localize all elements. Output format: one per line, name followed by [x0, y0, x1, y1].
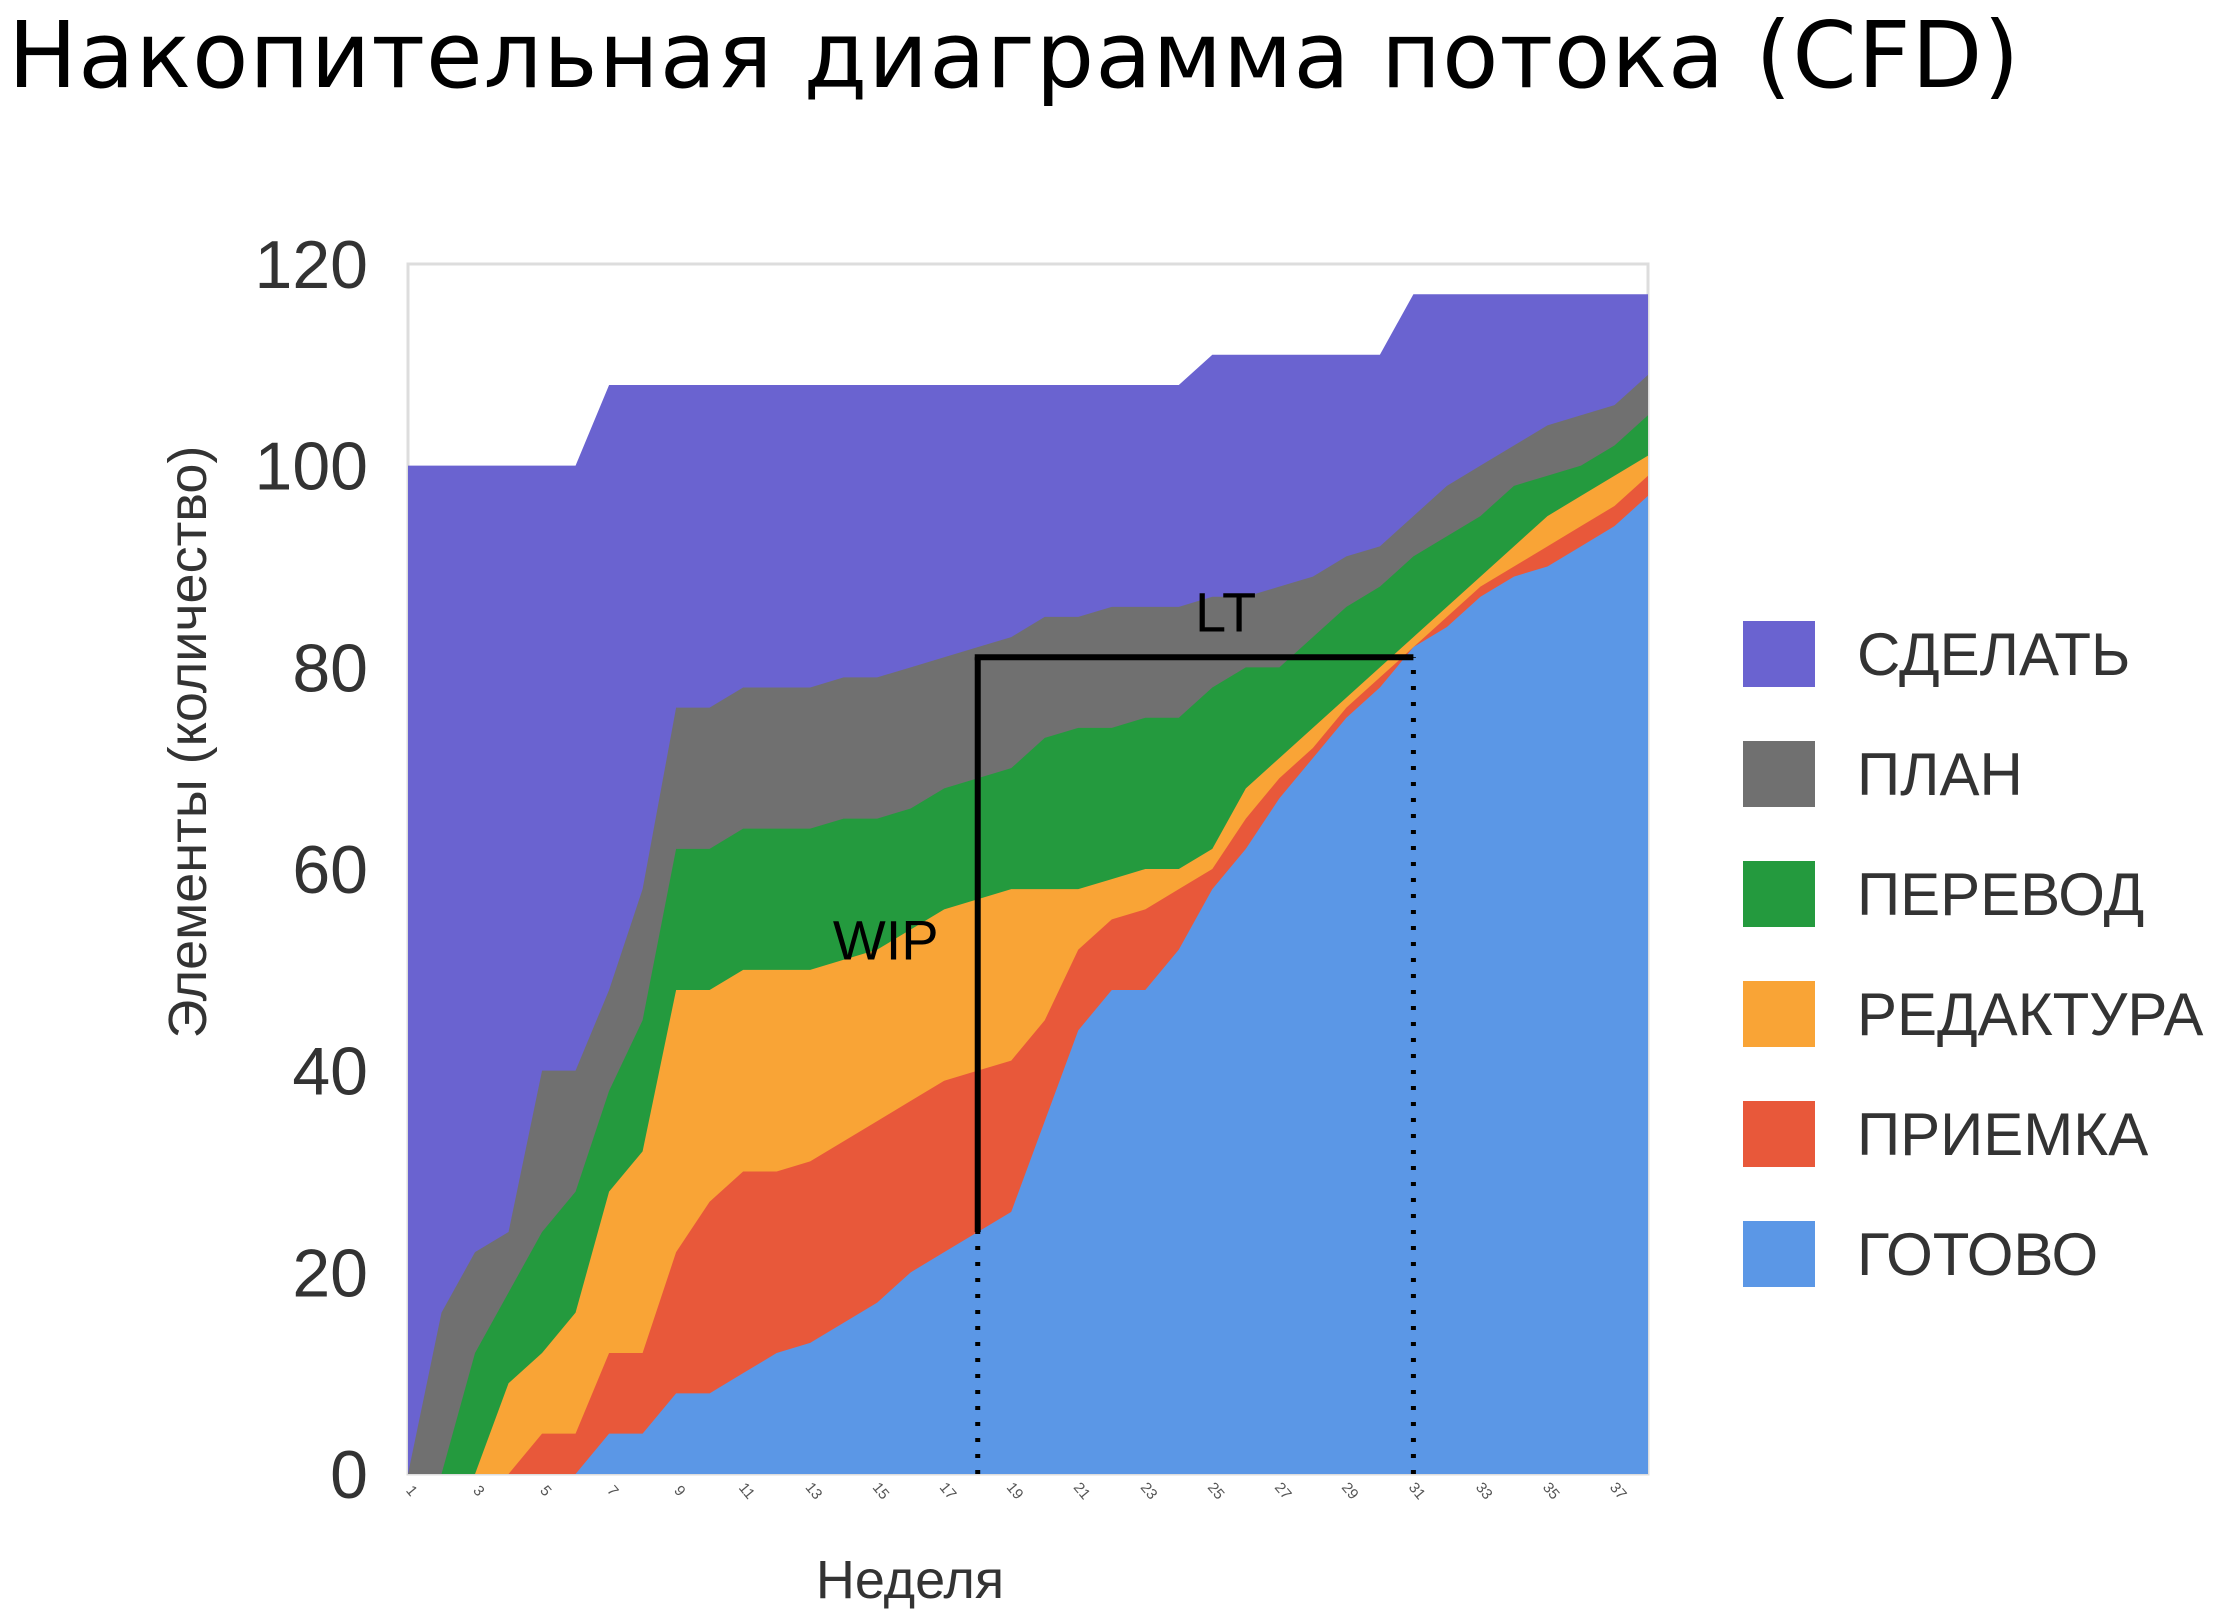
- x-tick-label: 27: [1271, 1479, 1295, 1503]
- legend-label: ГОТОВО: [1857, 1220, 2099, 1288]
- x-tick-label: 33: [1472, 1479, 1496, 1503]
- x-axis-title: Неделя: [816, 1550, 1004, 1610]
- legend-item: ПРИЕМКА: [1743, 1074, 2203, 1194]
- x-tick-label: 19: [1003, 1479, 1027, 1503]
- x-tick-label: 21: [1070, 1479, 1094, 1503]
- legend-swatch: [1743, 741, 1815, 807]
- x-tick-label: 31: [1405, 1479, 1429, 1503]
- legend-swatch: [1743, 981, 1815, 1047]
- x-tick-label: 5: [536, 1482, 554, 1499]
- x-tick-label: 29: [1338, 1479, 1362, 1503]
- legend-swatch: [1743, 1221, 1815, 1287]
- legend-label: ПЛАН: [1857, 740, 2023, 808]
- y-tick-label: 40: [292, 1034, 368, 1110]
- x-tick-label: 37: [1606, 1479, 1630, 1503]
- legend-item: СДЕЛАТЬ: [1743, 594, 2203, 714]
- x-tick-label: 15: [869, 1479, 893, 1503]
- y-axis-ticks: 0 20 40 60 80 100 120: [255, 227, 368, 1513]
- x-tick-label: 25: [1204, 1479, 1228, 1503]
- legend-item: ПЛАН: [1743, 714, 2203, 834]
- x-axis-ticks: 1 3 5 7 9 11 13 15 17 19 21 23 25 27 29 31 33 35 37: [402, 1479, 1630, 1503]
- x-tick-label: 7: [603, 1482, 621, 1499]
- y-tick-label: 120: [255, 227, 368, 303]
- y-tick-label: 80: [292, 630, 368, 706]
- area-layers: [408, 294, 1648, 1475]
- x-tick-label: 23: [1137, 1479, 1161, 1503]
- x-tick-label: 1: [402, 1482, 420, 1499]
- page-title: Накопительная диаграмма потока (CFD): [8, 2, 2021, 109]
- legend-item: ГОТОВО: [1743, 1194, 2203, 1314]
- y-axis-title: Элементы (количество): [158, 446, 218, 1039]
- legend-label: СДЕЛАТЬ: [1857, 620, 2131, 688]
- legend-item: ПЕРЕВОД: [1743, 834, 2203, 954]
- legend-label: ПРИЕМКА: [1857, 1100, 2149, 1168]
- lt-label: LT: [1195, 580, 1256, 643]
- wip-label: WIP: [833, 909, 939, 972]
- y-tick-label: 0: [330, 1437, 368, 1513]
- y-tick-label: 20: [292, 1235, 368, 1311]
- legend-label: ПЕРЕВОД: [1857, 860, 2145, 928]
- x-tick-label: 9: [670, 1482, 688, 1499]
- legend-swatch: [1743, 621, 1815, 687]
- legend: СДЕЛАТЬ ПЛАН ПЕРЕВОД РЕДАКТУРА ПРИЕМКА ГОТОВО: [1743, 594, 2203, 1314]
- y-tick-label: 100: [255, 429, 368, 505]
- area-done: [408, 495, 1648, 1475]
- x-tick-label: 17: [936, 1479, 960, 1503]
- x-tick-label: 11: [735, 1480, 758, 1503]
- y-tick-label: 60: [292, 832, 368, 908]
- legend-swatch: [1743, 861, 1815, 927]
- legend-swatch: [1743, 1101, 1815, 1167]
- x-tick-label: 35: [1539, 1479, 1563, 1503]
- x-tick-label: 3: [469, 1482, 487, 1499]
- annotations: WIP LT: [833, 580, 1414, 1232]
- legend-item: РЕДАКТУРА: [1743, 954, 2203, 1074]
- x-tick-label: 13: [802, 1479, 826, 1503]
- legend-label: РЕДАКТУРА: [1857, 980, 2204, 1048]
